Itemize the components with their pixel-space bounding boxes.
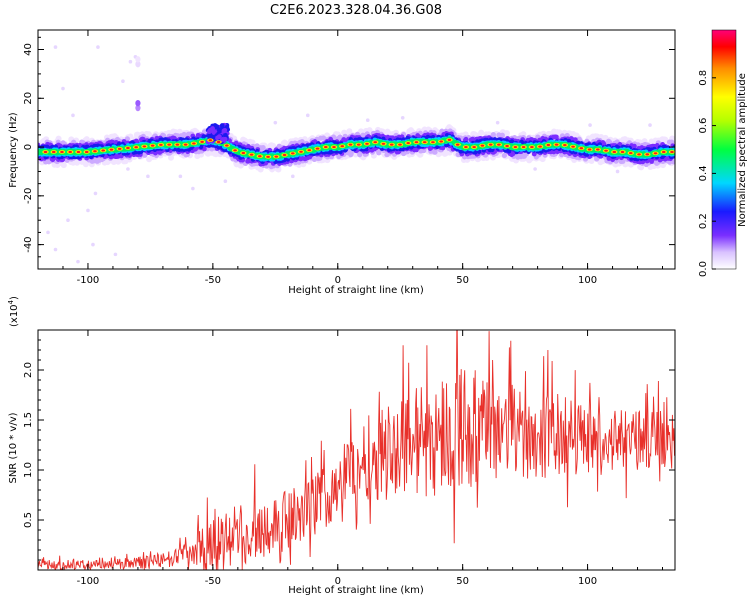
spectrogram-cell	[501, 152, 508, 159]
chart-title: C2E6.2023.328.04.36.G08	[270, 3, 442, 18]
spectrogram-cell	[257, 166, 264, 173]
spectrogram-cell	[341, 137, 347, 142]
spectrogram-cell	[631, 143, 637, 149]
spectrogram-cell	[260, 144, 266, 151]
spectrogram-cell	[60, 162, 67, 169]
spectrogram-cell	[478, 129, 485, 136]
spectrogram-marks	[38, 45, 675, 264]
spectrogram-cell	[432, 149, 438, 155]
spectrogram-cell	[237, 162, 244, 169]
spectrogram-cell	[270, 142, 277, 149]
